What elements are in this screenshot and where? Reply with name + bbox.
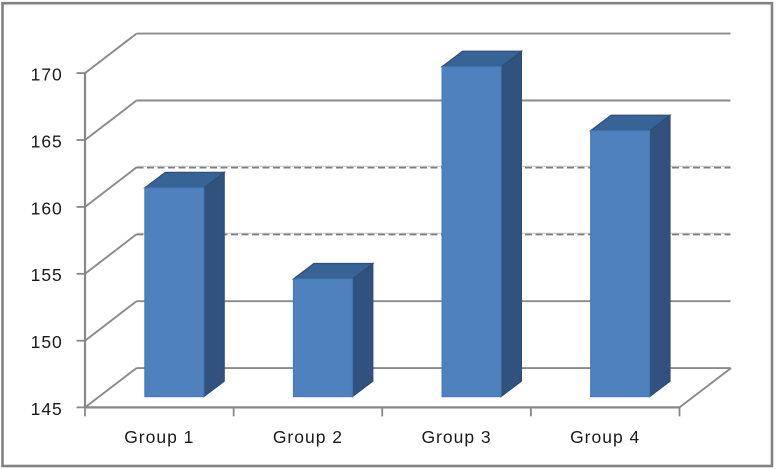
svg-text:Group 4: Group 4 <box>570 427 640 447</box>
svg-text:165: 165 <box>31 131 63 151</box>
svg-text:145: 145 <box>31 399 63 419</box>
svg-text:Group 1: Group 1 <box>124 427 194 447</box>
svg-text:170: 170 <box>31 65 63 85</box>
svg-text:160: 160 <box>31 198 63 218</box>
svg-text:Group 3: Group 3 <box>421 427 491 447</box>
svg-text:150: 150 <box>31 332 63 352</box>
svg-text:155: 155 <box>31 265 63 285</box>
svg-text:Group 2: Group 2 <box>273 427 343 447</box>
